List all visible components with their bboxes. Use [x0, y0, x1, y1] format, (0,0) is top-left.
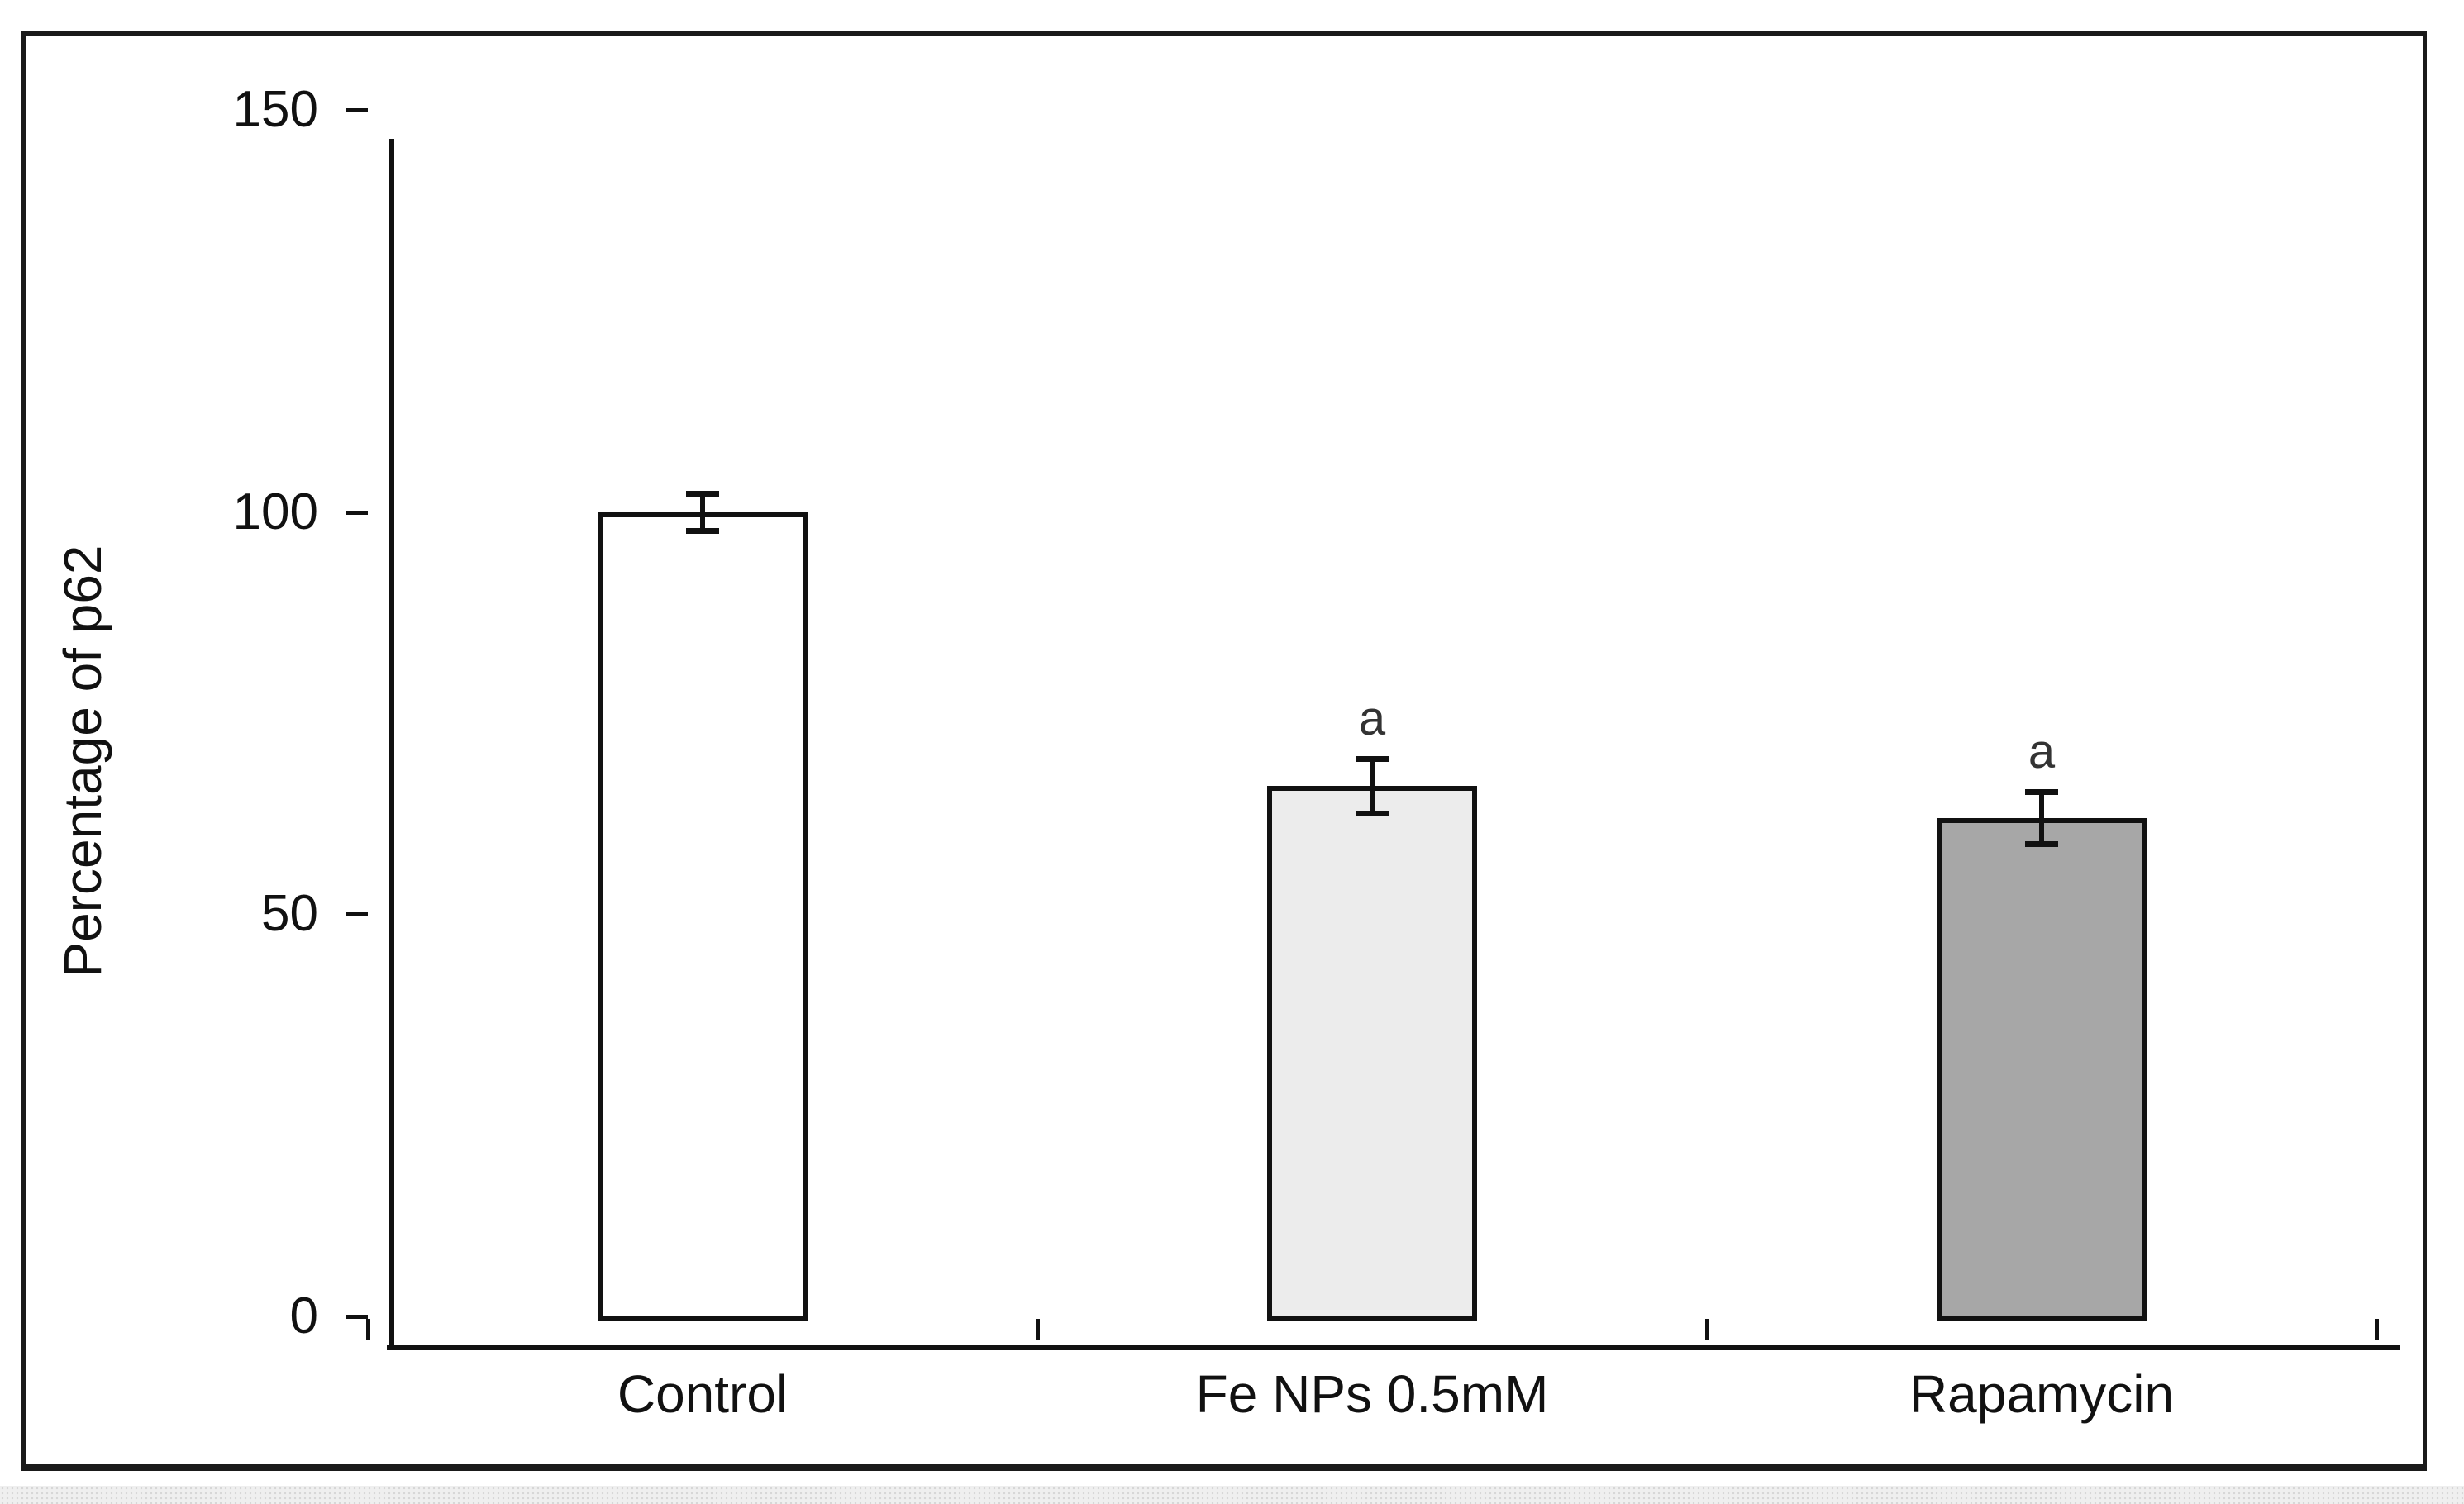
error-bar-cap	[686, 491, 719, 497]
x-category-label: Rapamycin	[1909, 1364, 2175, 1424]
x-tick	[1705, 1319, 1709, 1340]
error-bar-cap	[1356, 755, 1389, 762]
x-tick	[2375, 1319, 2379, 1340]
error-bar	[700, 493, 705, 531]
significance-letter: a	[1358, 691, 1386, 745]
y-tick-label: 50	[261, 885, 318, 943]
bar-fe-nps-0-5mm	[1267, 785, 1477, 1321]
error-bar-cap	[2025, 840, 2058, 847]
significance-letter: a	[2028, 725, 2056, 779]
scan-edge-strip	[0, 1486, 2464, 1504]
y-axis-title: Percentage of p62	[53, 545, 112, 978]
error-bar-cap	[1356, 810, 1389, 816]
x-axis-line	[387, 1345, 2400, 1350]
error-bar	[1370, 758, 1375, 813]
y-tick	[346, 108, 368, 112]
y-tick	[346, 912, 368, 917]
bar-control	[598, 512, 808, 1321]
x-category-label: Control	[617, 1364, 789, 1424]
x-category-label: Fe NPs 0.5mM	[1195, 1364, 1549, 1424]
y-tick-label: 100	[232, 483, 318, 540]
y-tick-label: 150	[232, 81, 318, 138]
error-bar-cap	[2025, 789, 2058, 796]
y-tick	[346, 510, 368, 515]
y-tick	[346, 1315, 368, 1319]
error-bar	[2039, 792, 2044, 844]
bar-rapamycin	[1937, 817, 2147, 1321]
x-tick	[1036, 1319, 1040, 1340]
x-tick	[366, 1319, 370, 1340]
y-tick-label: 0	[289, 1287, 318, 1345]
error-bar-cap	[686, 528, 719, 535]
y-axis-line	[389, 139, 394, 1350]
chart-frame: Percentage of p62 0 50 100 150 a a Control Fe…	[21, 31, 2427, 1471]
